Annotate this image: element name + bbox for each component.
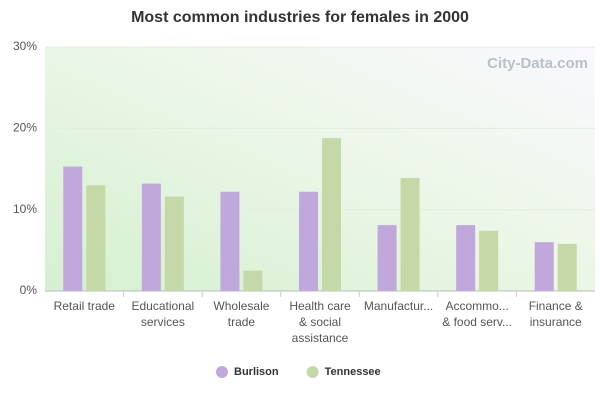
watermark: City-Data.com [487,55,588,72]
plot-background [45,47,595,291]
bar [322,138,341,291]
x-tick-label: Educational [131,299,194,313]
x-tick-label: Retail trade [54,299,116,313]
y-tick-label: 10% [13,202,37,216]
bar [557,243,577,291]
bar [243,270,263,291]
legend-label: Tennessee [325,366,381,378]
bar [456,225,476,291]
y-tick-label: 30% [13,39,37,53]
x-tick-label: Finance & [529,299,583,313]
x-tick-label: & food serv... [442,315,512,329]
x-tick-label: Wholesale [213,299,269,313]
x-tick-label: insurance [530,315,582,329]
bar [220,191,240,291]
x-tick-label: assistance [292,331,349,345]
x-tick-label: Manufactur... [364,299,433,313]
bar [479,230,499,291]
y-tick-label: 0% [20,283,38,297]
bar [86,185,106,291]
bar [164,196,184,291]
chart-title: Most common industries for females in 20… [131,9,469,26]
legend-swatch [216,366,228,378]
bar [400,177,420,291]
x-tick-label: services [141,315,185,329]
x-tick-label: trade [228,315,256,329]
bar [534,242,554,291]
bar [63,166,83,291]
x-tick-label: & social [299,315,341,329]
bar [377,225,397,291]
bar [299,191,318,291]
legend-label: Burlison [234,366,279,378]
x-tick-label: Accommo... [445,299,508,313]
x-tick-label: Health care [289,299,351,313]
y-tick-label: 20% [13,121,37,135]
bar [141,183,161,291]
legend-swatch [306,366,319,378]
